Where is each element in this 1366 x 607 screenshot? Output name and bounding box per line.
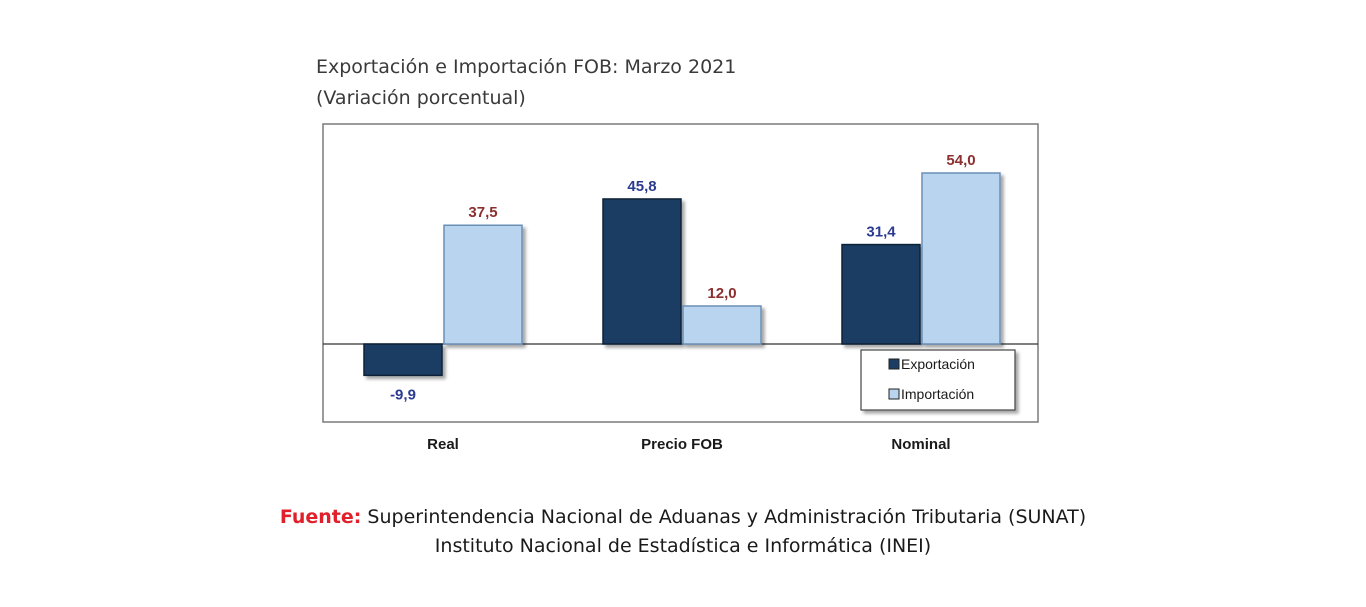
category-label-2: Nominal — [891, 436, 950, 453]
bar-exportacion-0 — [363, 343, 443, 377]
legend-label-0: Exportación — [901, 356, 975, 372]
bar-chart: -9,9 45,8 31,4 37,5 12,0 54,0 Real Precio FOB No… — [322, 123, 1039, 453]
source-line-2: Instituto Nacional de Estadística e Info… — [434, 535, 932, 557]
chart-subtitle: (Variación porcentual) — [316, 87, 526, 109]
data-label-exportacion-2: 31,4 — [866, 224, 896, 241]
legend-swatch-0 — [888, 358, 900, 370]
chart-title-block: Exportación e Importación FOB: Marzo 202… — [316, 52, 736, 114]
legend-label-1: Importación — [901, 386, 974, 402]
legend-box — [860, 349, 1016, 411]
category-label-0: Real — [427, 436, 459, 453]
source-text-1: Superintendencia Nacional de Aduanas y A… — [367, 506, 1087, 528]
bar-exportacion-1 — [602, 198, 682, 345]
source-line-1: Fuente: Superintendencia Nacional de Adu… — [0, 503, 1366, 532]
data-label-importacion-1: 12,0 — [707, 285, 736, 302]
data-label-exportacion-0: -9,9 — [390, 386, 416, 403]
bar-importacion-0 — [443, 224, 523, 345]
source-note: Fuente: Superintendencia Nacional de Adu… — [0, 503, 1366, 561]
category-label-1: Precio FOB — [641, 436, 723, 453]
legend-swatch-1 — [888, 388, 900, 400]
bar-importacion-1 — [682, 305, 762, 345]
bar-exportacion-2 — [841, 243, 921, 345]
data-label-importacion-0: 37,5 — [468, 204, 497, 221]
chart-title: Exportación e Importación FOB: Marzo 202… — [316, 56, 737, 78]
data-label-exportacion-1: 45,8 — [627, 178, 656, 195]
data-label-importacion-2: 54,0 — [946, 152, 975, 169]
bar-importacion-2 — [921, 172, 1001, 345]
source-label: Fuente: — [279, 506, 362, 528]
